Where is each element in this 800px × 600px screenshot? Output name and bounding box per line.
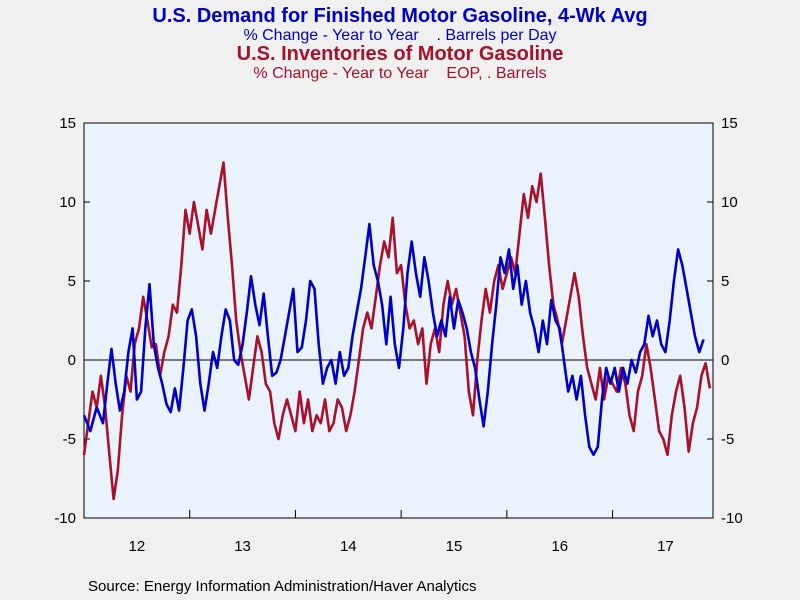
chart-titles: U.S. Demand for Finished Motor Gasoline,… bbox=[0, 5, 800, 83]
x-tick-label: 15 bbox=[446, 538, 463, 555]
y-tick-label-left: -10 bbox=[54, 510, 76, 527]
y-tick-label-left: 5 bbox=[68, 273, 76, 290]
x-tick-label: 13 bbox=[234, 538, 251, 555]
demand-title: U.S. Demand for Finished Motor Gasoline,… bbox=[152, 5, 648, 27]
plot-area bbox=[83, 122, 714, 519]
y-tick-label-right: 0 bbox=[721, 352, 729, 369]
y-tick-label-left: 15 bbox=[59, 115, 76, 132]
y-tick-label-right: 5 bbox=[721, 273, 729, 290]
inventory-series-line bbox=[82, 161, 712, 501]
y-tick-label-left: 0 bbox=[68, 352, 76, 369]
y-tick-label-right: 10 bbox=[721, 194, 738, 211]
x-tick-label: 16 bbox=[551, 538, 568, 555]
source-note: Source: Energy Information Administratio… bbox=[88, 578, 477, 595]
inventory-subtitle: % Change - Year to Year EOP, . Barrels bbox=[253, 65, 547, 82]
x-tick-label: 17 bbox=[657, 538, 674, 555]
y-tick-label-right: -5 bbox=[721, 431, 734, 448]
y-tick-label-right: 15 bbox=[721, 115, 738, 132]
demand-series-line bbox=[82, 222, 705, 457]
y-tick-label-left: 10 bbox=[59, 194, 76, 211]
y-tick-label-left: -5 bbox=[63, 431, 76, 448]
inventory-title: U.S. Inventories of Motor Gasoline bbox=[236, 43, 564, 65]
x-tick-label: 14 bbox=[340, 538, 357, 555]
demand-subtitle: % Change - Year to Year . Barrels per Da… bbox=[243, 27, 557, 44]
x-tick-label: 12 bbox=[129, 538, 146, 555]
y-tick-label-right: -10 bbox=[721, 510, 743, 527]
